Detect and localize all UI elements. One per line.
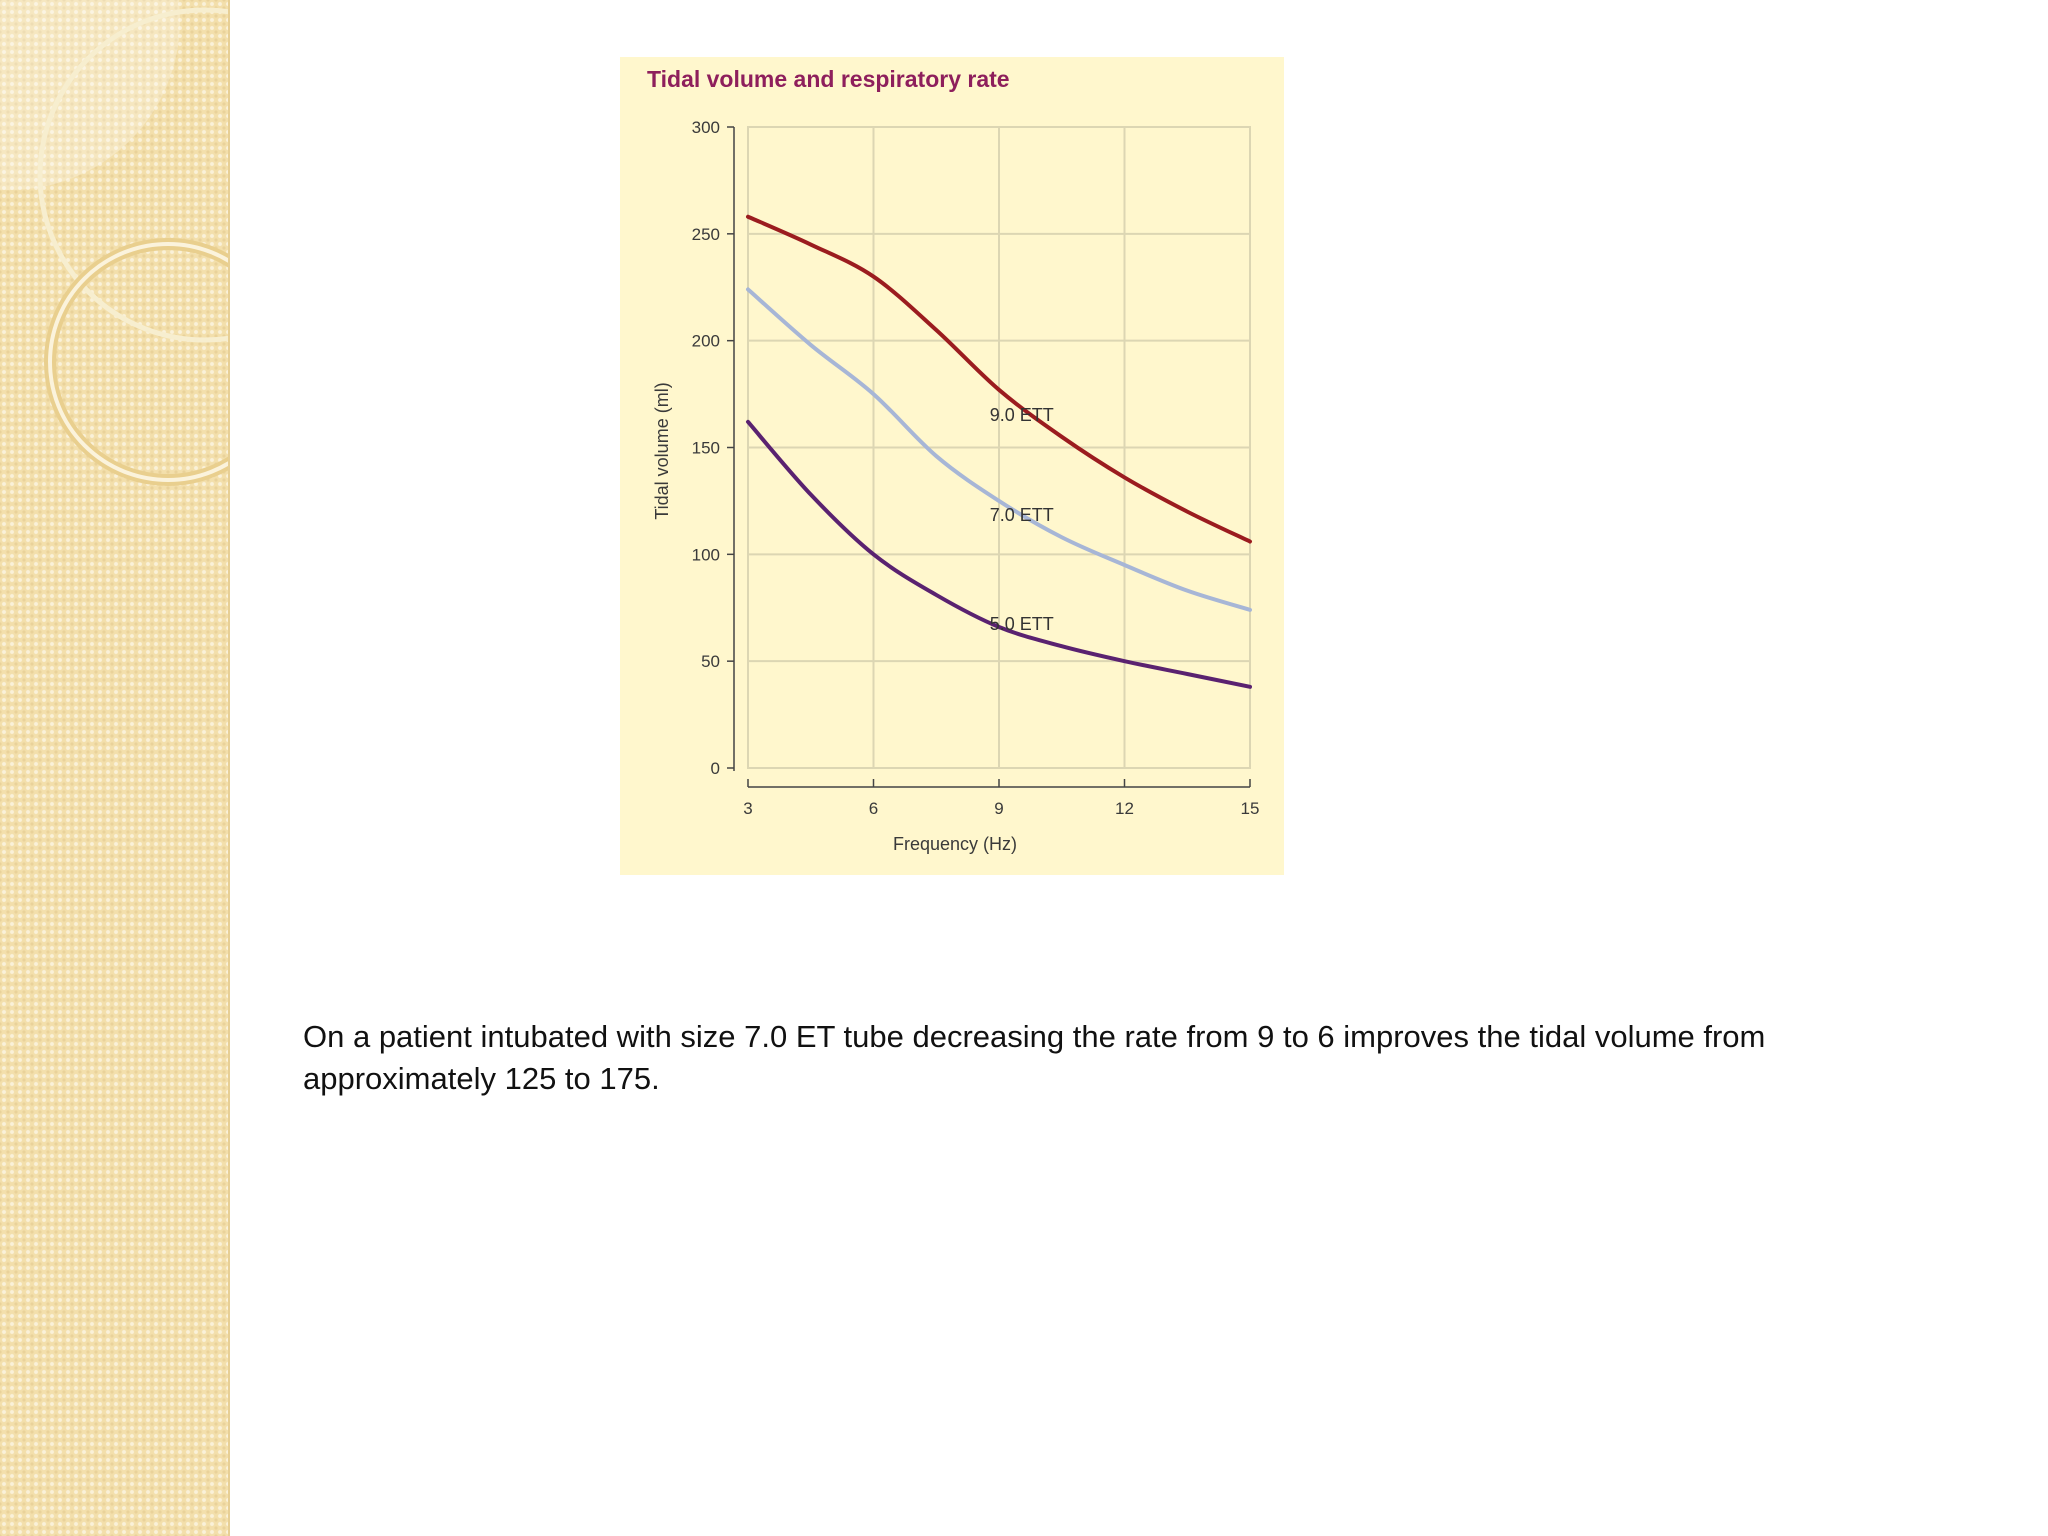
y-tick-label: 100	[692, 545, 720, 564]
x-tick-label: 6	[869, 799, 878, 818]
series-line-5-0-ett	[746, 419, 1252, 689]
series-label-7-0-ett: 7.0 ETT	[990, 505, 1054, 525]
chart-panel: Tidal volume and respiratory rate 0 50 100…	[620, 57, 1284, 875]
x-tick-label: 9	[994, 799, 1003, 818]
ring-ornament-icon	[0, 0, 228, 486]
series-label-9-0-ett: 9.0 ETT	[990, 405, 1054, 425]
tidal-volume-chart: Tidal volume and respiratory rate 0 50 100…	[647, 66, 1260, 854]
x-axis-label: Frequency (Hz)	[893, 834, 1017, 854]
y-tick-label: 200	[692, 332, 720, 351]
series-line-7-0-ett	[746, 287, 1252, 612]
x-tick-label: 3	[743, 799, 752, 818]
y-tick-label: 0	[711, 759, 720, 778]
series-label-5-0-ett: 5.0 ETT	[990, 614, 1054, 634]
y-tick-label: 250	[692, 225, 720, 244]
y-tick-label: 150	[692, 439, 720, 458]
x-tick-label: 15	[1241, 799, 1260, 818]
y-tick-label: 300	[692, 118, 720, 137]
slide-caption: On a patient intubated with size 7.0 ET …	[303, 1019, 1766, 1096]
chart-title: Tidal volume and respiratory rate	[647, 66, 1010, 92]
y-tick-label: 50	[701, 652, 720, 671]
series-line-9-0-ett	[746, 214, 1252, 544]
y-axis-label: Tidal volume (ml)	[652, 382, 672, 519]
decorative-sidebar	[0, 0, 230, 1536]
x-tick-label: 12	[1115, 799, 1134, 818]
